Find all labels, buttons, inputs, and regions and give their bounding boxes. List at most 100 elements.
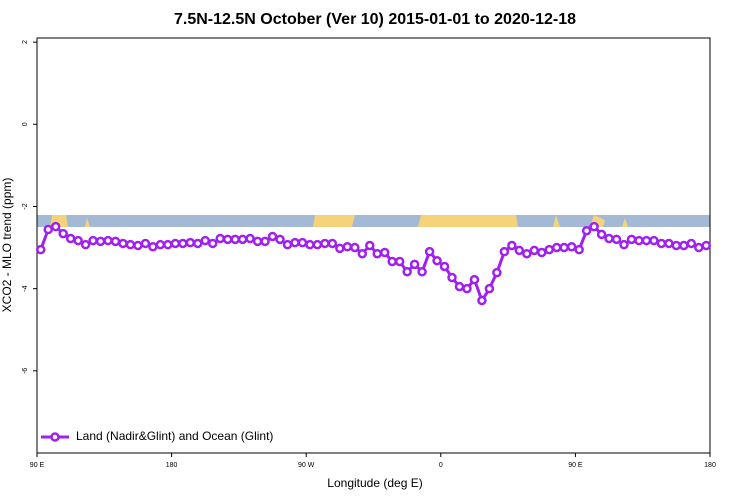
data-point [679, 240, 689, 251]
data-point [462, 283, 472, 294]
land-ocean-strip [37, 215, 710, 227]
data-point [215, 233, 225, 244]
data-point [671, 240, 682, 251]
data-point [230, 234, 240, 245]
data-point [529, 245, 540, 256]
data-point [664, 238, 674, 249]
data-point [402, 267, 412, 277]
data-point [649, 235, 659, 246]
y-axis-title: XCO2 - MLO trend (ppm) [0, 178, 14, 313]
data-point [275, 234, 285, 245]
y-tick-label: -4 [22, 285, 29, 291]
x-tick-label: 0 [439, 462, 443, 469]
data-point [686, 238, 697, 249]
data-point [237, 234, 248, 245]
data-point [417, 267, 427, 277]
data-point [267, 231, 278, 242]
data-point [125, 239, 136, 250]
data-point [694, 242, 704, 253]
data-point [604, 233, 614, 244]
data-point [537, 247, 547, 258]
data-point [252, 236, 263, 247]
legend-marker [50, 432, 60, 442]
data-point [492, 267, 502, 278]
ocean-band [37, 215, 710, 227]
data-point [484, 283, 495, 294]
x-tick-label: 180 [166, 462, 178, 469]
data-point [544, 244, 554, 255]
data-point [207, 238, 218, 249]
y-tick-label: 0 [22, 122, 29, 126]
data-point [103, 235, 113, 246]
data-point [619, 239, 629, 250]
data-point [297, 237, 308, 248]
data-point [43, 224, 53, 235]
y-tick-label: -6 [22, 368, 29, 374]
data-point [514, 245, 525, 256]
x-axis-title: Longitude (deg E) [327, 476, 422, 490]
data-point [65, 233, 76, 244]
data-point [559, 242, 569, 253]
data-point [641, 235, 652, 246]
y-tick-label: 2 [22, 40, 29, 44]
data-point [581, 225, 592, 236]
data-point [282, 239, 293, 250]
data-point [701, 240, 712, 251]
data-point [566, 241, 577, 252]
x-tick-label: 180 [704, 462, 716, 469]
legend-label: Land (Nadir&Glint) and Ocean (Glint) [76, 429, 273, 443]
data-point [350, 242, 360, 253]
data-point [305, 239, 315, 250]
data-point [200, 235, 210, 246]
data-point [611, 234, 622, 245]
data-point [432, 255, 442, 266]
data-point [73, 235, 83, 246]
chart-title: 7.5N-12.5N October (Ver 10) 2015-01-01 t… [174, 11, 576, 28]
data-point [447, 272, 457, 283]
x-tick-label: 90 W [298, 462, 315, 469]
data-point [626, 234, 637, 245]
data-point [170, 238, 181, 249]
data-point [507, 240, 517, 251]
data-point [80, 239, 91, 250]
data-point [140, 238, 151, 249]
data-point [222, 234, 233, 245]
x-tick-label: 90 E [30, 462, 45, 469]
x-tick-label: 90 E [568, 462, 583, 469]
data-point [342, 241, 353, 252]
data-point [155, 239, 166, 250]
data-point [133, 240, 143, 251]
data-point [290, 237, 300, 248]
data-point [193, 238, 203, 249]
data-point [477, 295, 487, 306]
data-point [58, 228, 68, 239]
data-point [327, 238, 338, 249]
data-point [469, 274, 480, 285]
data-point [372, 248, 382, 259]
data-point [596, 229, 607, 240]
data-point [312, 239, 323, 250]
data-point [589, 221, 599, 232]
data-point [499, 246, 510, 257]
data-point [574, 244, 584, 255]
data-point [365, 240, 375, 251]
data-point [50, 221, 61, 232]
data-point [110, 236, 121, 247]
data-point [178, 238, 188, 249]
data-point [357, 248, 368, 259]
land-shapes [50, 215, 628, 227]
data-point [320, 238, 330, 249]
data-point [245, 233, 255, 244]
data-point [88, 235, 98, 246]
data-point [335, 243, 345, 254]
data-point [379, 247, 390, 258]
data-point [163, 239, 173, 250]
data-point [185, 237, 196, 248]
data-point [439, 261, 450, 272]
data-point [656, 238, 667, 249]
data-point [634, 235, 644, 246]
data-point [260, 236, 270, 247]
data-point [424, 246, 435, 257]
legend: Land (Nadir&Glint) and Ocean (Glint) [41, 429, 273, 443]
